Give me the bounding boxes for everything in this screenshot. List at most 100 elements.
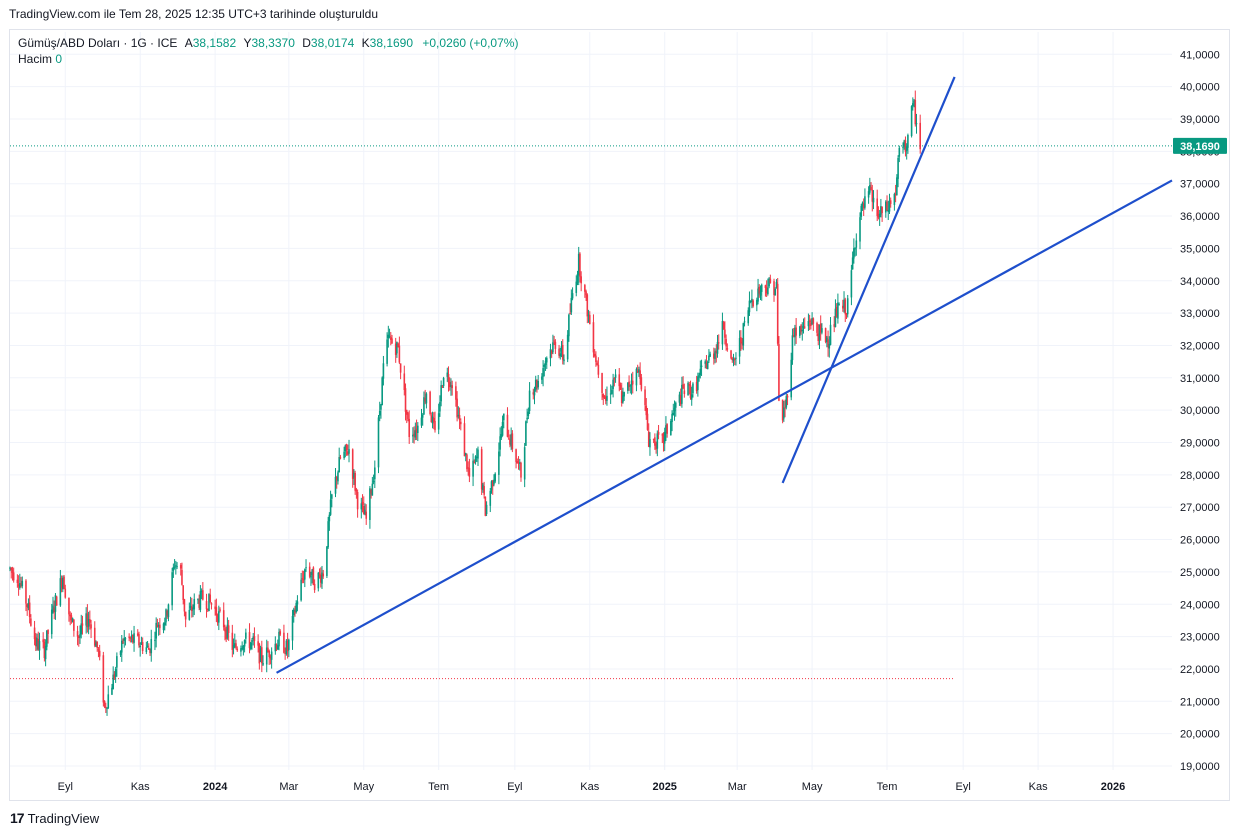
candle-body [294, 611, 296, 614]
candle-body [399, 363, 402, 373]
candle-body [446, 372, 449, 377]
symbol-label[interactable]: Gümüş/ABD Doları · 1G · ICE [18, 36, 178, 50]
candle-body [527, 411, 530, 417]
candle-body [480, 449, 483, 490]
candle-body [188, 609, 191, 620]
candle-body [430, 415, 433, 423]
candle-body [354, 472, 356, 491]
candle-body [850, 270, 853, 298]
candle-body [756, 299, 758, 306]
candle-body [258, 643, 261, 664]
candle-body [339, 457, 342, 459]
candle-body [183, 599, 186, 612]
candle-body [252, 636, 255, 640]
candle-body [688, 384, 691, 386]
candle-body [690, 394, 693, 400]
candle-body [846, 298, 849, 315]
candle-body [752, 300, 754, 307]
candle-body [455, 386, 457, 400]
candle-body [182, 585, 184, 601]
candle-body [312, 567, 315, 586]
chart-frame[interactable] [9, 29, 1230, 801]
candle-body [278, 631, 280, 647]
candle-body [54, 595, 57, 612]
candle-body [240, 648, 242, 652]
candle-body [412, 434, 414, 437]
candle-body [612, 379, 614, 389]
y-tick-label: 37,0000 [1180, 179, 1220, 191]
candle-body [765, 287, 768, 294]
candle-body [348, 449, 350, 454]
candle-body [267, 647, 269, 652]
candle-body [893, 194, 896, 205]
candle-body [784, 407, 786, 409]
candle-body [649, 439, 651, 448]
candle-body [42, 639, 44, 643]
candle-body [803, 326, 806, 328]
candle-body [276, 645, 279, 650]
candle-body [19, 583, 21, 588]
y-tick-label: 22,0000 [1180, 664, 1220, 676]
candle-body [818, 324, 821, 340]
candle-body [116, 656, 118, 668]
candle-body [636, 370, 639, 373]
candle-body [905, 146, 908, 151]
candle-body [563, 359, 565, 362]
candle-body [794, 327, 796, 338]
candle-body [881, 206, 883, 214]
candle-body [604, 396, 607, 401]
candle-body [888, 201, 891, 212]
candle-body [817, 333, 820, 342]
candle-body [656, 433, 659, 449]
candle-body [136, 633, 139, 636]
y-tick-label: 33,0000 [1180, 308, 1220, 320]
y-tick-label: 19,0000 [1180, 761, 1220, 773]
candle-body [295, 603, 298, 613]
candle-body [732, 358, 735, 361]
candle-body [561, 344, 564, 360]
candle-body [652, 438, 655, 440]
candle-body [630, 380, 633, 386]
candle-body [206, 608, 209, 611]
candle-body [542, 368, 544, 377]
candle-body [810, 322, 812, 326]
candle-body [380, 404, 382, 410]
candle-body [786, 395, 789, 398]
candle-body [113, 674, 116, 678]
candle-body [878, 213, 881, 218]
candle-body [898, 147, 901, 157]
candle-body [510, 434, 512, 446]
candle-body [457, 414, 460, 417]
candle-body [466, 454, 468, 470]
candle-body [181, 570, 183, 585]
candle-body [162, 623, 165, 631]
candle-body [776, 283, 779, 344]
candle-body [853, 248, 855, 259]
candle-body [566, 334, 569, 360]
candle-body [148, 647, 150, 650]
candle-body [79, 634, 81, 638]
candle-body [491, 480, 494, 487]
candle-body [705, 363, 708, 369]
candle-body [202, 590, 204, 600]
footer-brand[interactable]: 17 TradingView [10, 810, 99, 826]
candle-body [670, 421, 672, 436]
candle-body [226, 624, 229, 638]
candle-body [628, 381, 630, 388]
candle-body [860, 205, 863, 217]
chart-legend[interactable]: Gümüş/ABD Doları · 1G · ICE A38,1582 Y38… [18, 35, 518, 67]
candle-body [463, 423, 466, 457]
candle-body [303, 569, 306, 580]
high-label: Y [243, 36, 252, 50]
volume-row: Hacim 0 [18, 51, 518, 67]
candle-body [501, 421, 504, 436]
volume-label[interactable]: Hacim [18, 52, 53, 66]
candle-body [20, 583, 22, 585]
candle-body [597, 364, 600, 375]
candle-body [801, 329, 804, 332]
candle-body [133, 633, 135, 643]
candle-body [80, 623, 83, 635]
candle-body [25, 580, 27, 604]
candle-body [725, 339, 727, 347]
